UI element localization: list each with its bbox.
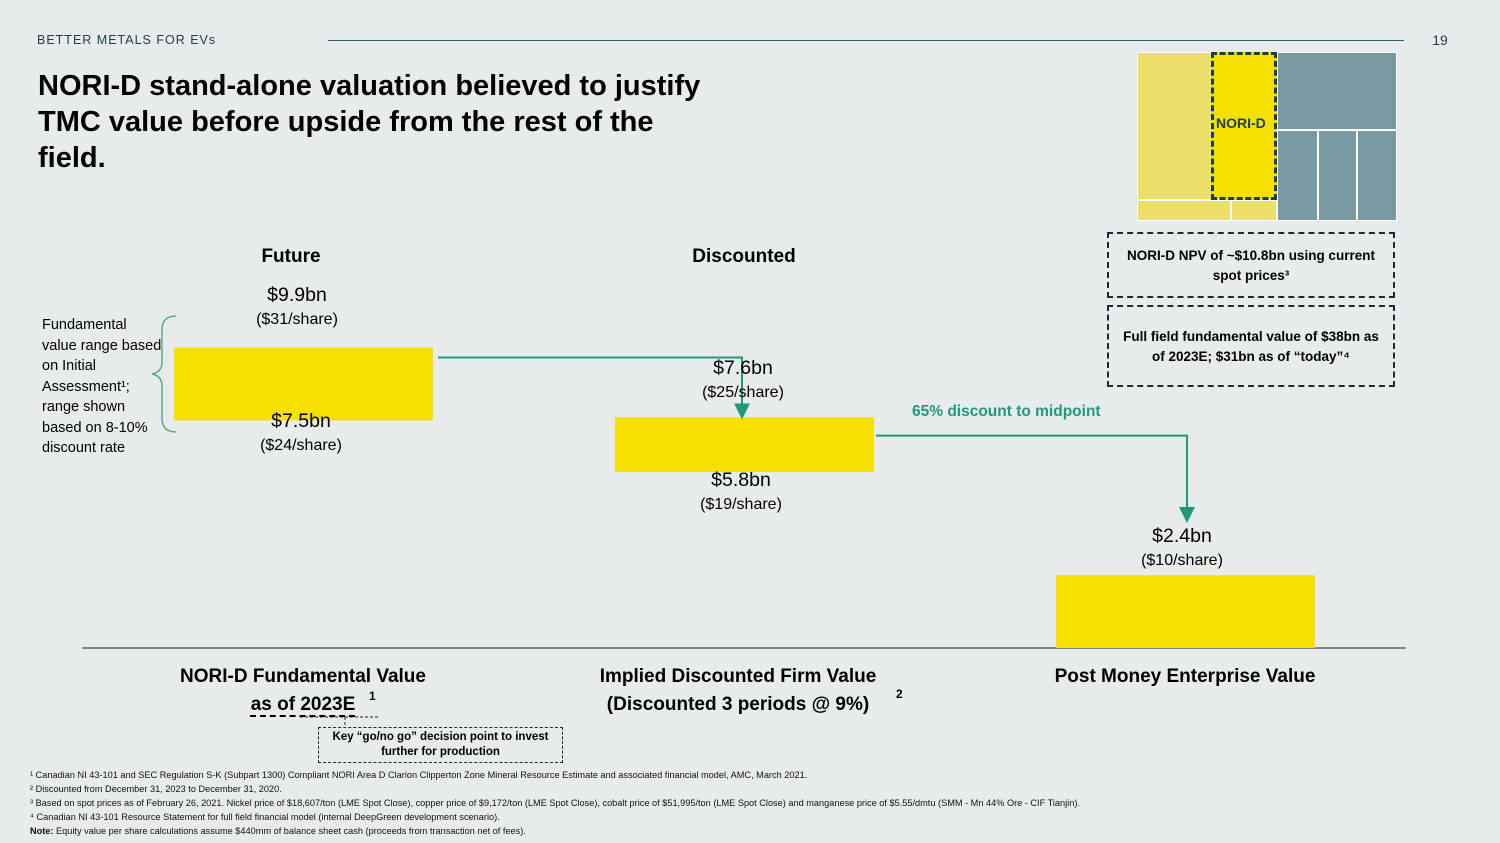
fundamental-range-note: Fundamental value range based on Initial… (42, 317, 162, 456)
header-divider (328, 40, 1404, 41)
x-label-fundamental-footnote: 1 (369, 689, 376, 703)
bar-2-low-value: $5.8bn (711, 469, 771, 491)
bar-3 (1056, 575, 1315, 648)
bar-3-value: $2.4bn (1152, 525, 1212, 547)
section-kicker: BETTER METALS FOR EVs (37, 33, 217, 47)
go-no-go-callout: Key “go/no go” decision point to invest … (318, 727, 563, 763)
bar-1-high-value: $9.9bn (267, 284, 327, 306)
x-label-discounted: Implied Discounted Firm Value (Discounte… (578, 663, 898, 719)
column-header-discounted: Discounted (692, 246, 796, 267)
footnote-3: ³ Based on spot prices as of February 26… (30, 798, 1080, 808)
inset-gray-2 (1318, 130, 1357, 221)
footnote-note-label: Note: (30, 826, 54, 836)
bar-1-low-value: $7.5bn (271, 410, 331, 432)
bar-1-low-per-share: ($24/share) (260, 437, 342, 454)
x-label-discounted-line2: (Discounted 3 periods @ 9%) (606, 694, 870, 715)
slide-title: NORI-D stand-alone valuation believed to… (38, 70, 701, 174)
bar-1-high-per-share: ($31/share) (256, 311, 338, 328)
field-value-note-text: Full field fundamental value of $38bn as… (1123, 329, 1379, 364)
x-label-post-money: Post Money Enterprise Value (1025, 663, 1345, 691)
footnote-4: ⁴ Canadian NI 43-101 Resource Statement … (30, 812, 500, 822)
footnote-2: ² Discounted from December 31, 2023 to D… (30, 784, 282, 794)
page-number: 19 (1432, 32, 1448, 48)
x-label-fundamental: NORI-D Fundamental Value as of 2023E (143, 663, 463, 719)
npv-note-box: NORI-D NPV of ~$10.8bn using current spo… (1107, 232, 1395, 298)
npv-note-text: NORI-D NPV of ~$10.8bn using current spo… (1127, 248, 1375, 283)
bar-2-high-per-share: ($25/share) (702, 384, 784, 401)
footnote-note-text: Equity value per share calculations assu… (53, 826, 526, 836)
arrow-future-to-discounted (438, 356, 750, 420)
x-label-discounted-footnote: 2 (896, 687, 903, 701)
arrow-discount-to-post-money (876, 434, 1195, 523)
inset-gray-1 (1277, 130, 1318, 221)
inset-light-block-bottom (1137, 200, 1231, 221)
bar-3-per-share: ($10/share) (1141, 552, 1223, 569)
bar-1 (174, 347, 433, 421)
inset-gray-3 (1357, 130, 1397, 221)
bar-2-low-per-share: ($19/share) (700, 496, 782, 513)
inset-gray-top (1277, 52, 1397, 130)
inset-nori-d-label: NORI-D (1216, 115, 1266, 131)
field-value-note-box: Full field fundamental value of $38bn as… (1107, 305, 1395, 387)
range-brace (151, 315, 177, 433)
x-label-discounted-line1: Implied Discounted Firm Value (599, 666, 877, 687)
x-label-fundamental-line1: NORI-D Fundamental Value (180, 666, 426, 687)
inset-light-block-bottom-2 (1231, 200, 1277, 221)
bar-2 (615, 417, 874, 472)
x-label-post-money-line1: Post Money Enterprise Value (1054, 666, 1316, 687)
footnote-1: ¹ Canadian NI 43-101 and SEC Regulation … (30, 770, 808, 780)
inset-nori-d-block: NORI-D (1211, 52, 1277, 200)
go-no-go-callout-text: Key “go/no go” decision point to invest … (332, 731, 549, 758)
footnote-note: Note: Equity value per share calculation… (30, 826, 526, 836)
discount-label: 65% discount to midpoint (912, 403, 1101, 420)
bar-2-high-value: $7.6bn (713, 357, 773, 379)
field-inset-map: NORI-D (1137, 52, 1397, 222)
x-label-fundamental-line2: as of 2023E (250, 694, 356, 715)
column-header-future: Future (261, 246, 321, 267)
